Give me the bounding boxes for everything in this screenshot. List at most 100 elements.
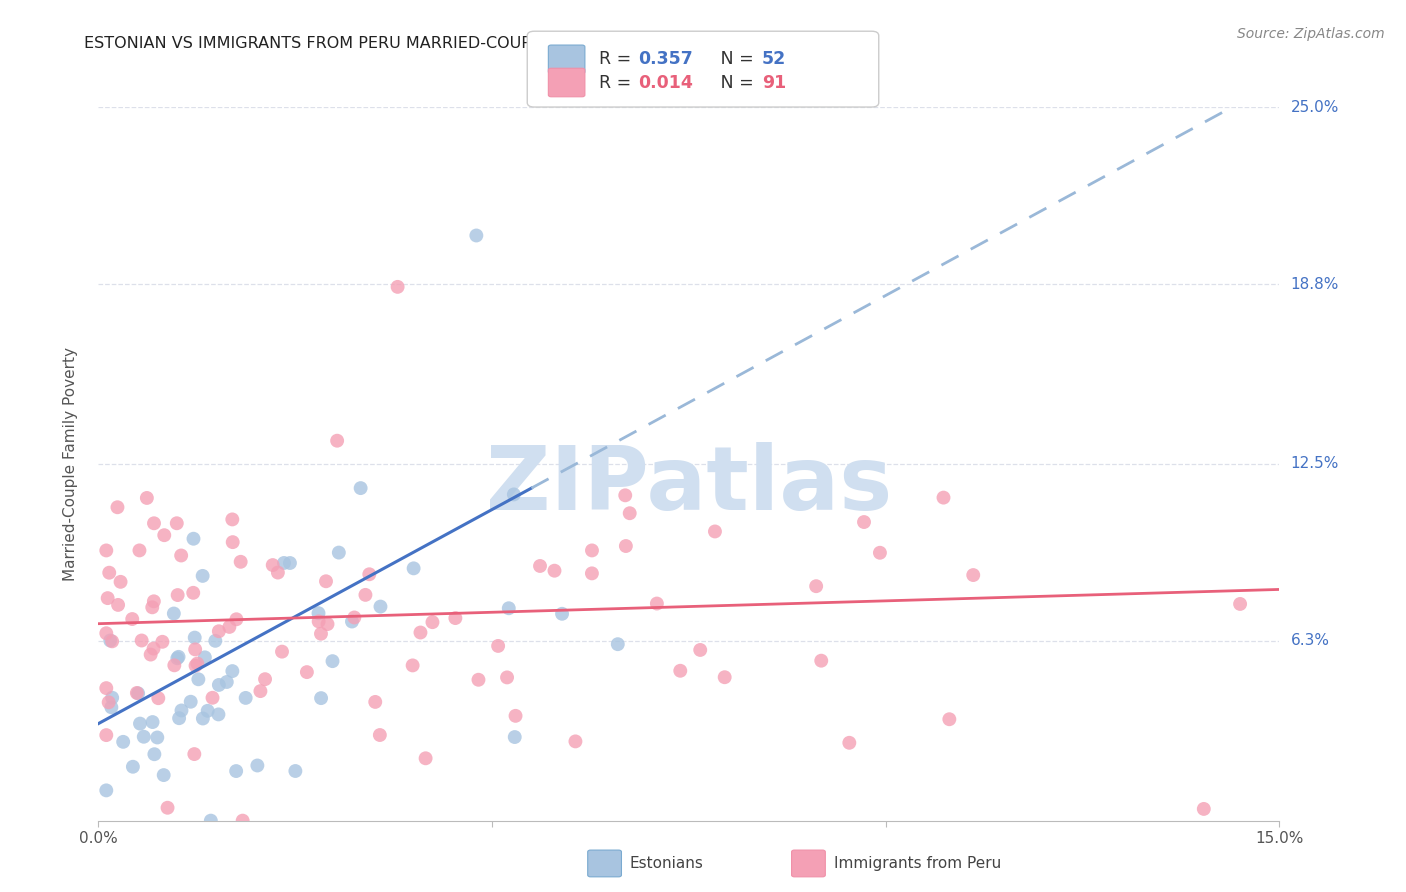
Point (125, 686, 148, 700)
Point (704, 524, 727, 539)
Point (267, 566, 290, 580)
Point (810, 654, 832, 668)
Point (645, 597, 668, 611)
Point (142, 714, 165, 729)
Point (200, 814, 222, 828)
Point (184, 658, 207, 673)
Point (127, 686, 149, 700)
Text: Estonians: Estonians (630, 856, 704, 871)
Text: Source: ZipAtlas.com: Source: ZipAtlas.com (1237, 27, 1385, 41)
Point (309, 691, 332, 706)
Point (97, 591, 120, 606)
Text: 18.8%: 18.8% (1291, 277, 1339, 292)
Point (143, 747, 166, 762)
Point (208, 624, 231, 639)
Point (167, 711, 190, 725)
Point (183, 747, 205, 761)
Point (328, 545, 350, 559)
Point (321, 654, 343, 668)
Point (225, 612, 247, 626)
Text: ZIPatlas: ZIPatlas (486, 442, 891, 529)
Point (96, 543, 118, 558)
Point (96, 626, 118, 640)
Point (170, 703, 193, 717)
Point (204, 633, 226, 648)
Point (962, 568, 984, 582)
Point (132, 730, 155, 744)
Point (96, 728, 118, 742)
Point (503, 730, 526, 744)
Point (167, 649, 190, 664)
Y-axis label: Married-Couple Family Poverty: Married-Couple Family Poverty (63, 347, 77, 581)
Point (444, 611, 467, 625)
Point (853, 515, 876, 529)
Point (409, 625, 432, 640)
Point (215, 675, 238, 690)
Point (387, 280, 409, 294)
Point (869, 546, 891, 560)
Point (181, 586, 204, 600)
Point (222, 535, 245, 549)
Point (465, 228, 488, 243)
Point (201, 690, 224, 705)
Point (166, 516, 188, 531)
Text: 91: 91 (762, 73, 786, 92)
Point (235, 690, 257, 705)
Point (96, 681, 118, 695)
Point (187, 673, 209, 687)
Point (129, 716, 152, 731)
Point (163, 658, 186, 673)
Point (148, 691, 170, 706)
Text: ESTONIAN VS IMMIGRANTS FROM PERU MARRIED-COUPLE FAMILY POVERTY CORRELATION CHART: ESTONIAN VS IMMIGRANTS FROM PERU MARRIED… (84, 36, 866, 51)
Point (142, 594, 165, 608)
Point (98, 633, 121, 648)
Text: 0.014: 0.014 (638, 73, 693, 92)
Point (153, 528, 176, 542)
Point (225, 764, 247, 778)
Point (401, 658, 423, 673)
Point (614, 539, 637, 553)
Point (229, 555, 252, 569)
Point (938, 712, 960, 726)
Point (107, 598, 129, 612)
Point (254, 672, 277, 686)
Point (131, 633, 153, 648)
Point (246, 758, 269, 772)
Point (354, 588, 377, 602)
Point (135, 491, 157, 505)
Text: R =: R = (599, 73, 637, 92)
Point (838, 736, 860, 750)
Point (564, 734, 586, 748)
Point (180, 695, 202, 709)
Point (139, 648, 162, 662)
Point (316, 617, 339, 632)
Point (107, 500, 129, 515)
Point (713, 670, 735, 684)
Point (194, 650, 217, 665)
Point (804, 579, 827, 593)
Text: R =: R = (599, 50, 637, 69)
Point (101, 634, 124, 648)
Text: 6.3%: 6.3% (1291, 633, 1330, 648)
Point (581, 543, 603, 558)
Point (614, 488, 637, 502)
Text: 25.0%: 25.0% (1291, 100, 1339, 114)
Point (619, 506, 641, 520)
Point (163, 607, 186, 621)
Point (349, 481, 371, 495)
Point (183, 631, 205, 645)
Point (166, 651, 188, 665)
Point (271, 645, 294, 659)
Point (96, 783, 118, 797)
Point (581, 566, 603, 581)
Point (122, 760, 145, 774)
Point (97, 695, 120, 709)
Point (170, 549, 193, 563)
Point (669, 664, 692, 678)
Point (496, 670, 519, 684)
Point (186, 657, 208, 671)
Point (551, 607, 574, 621)
Point (156, 801, 179, 815)
Point (143, 516, 166, 531)
Point (112, 735, 135, 749)
